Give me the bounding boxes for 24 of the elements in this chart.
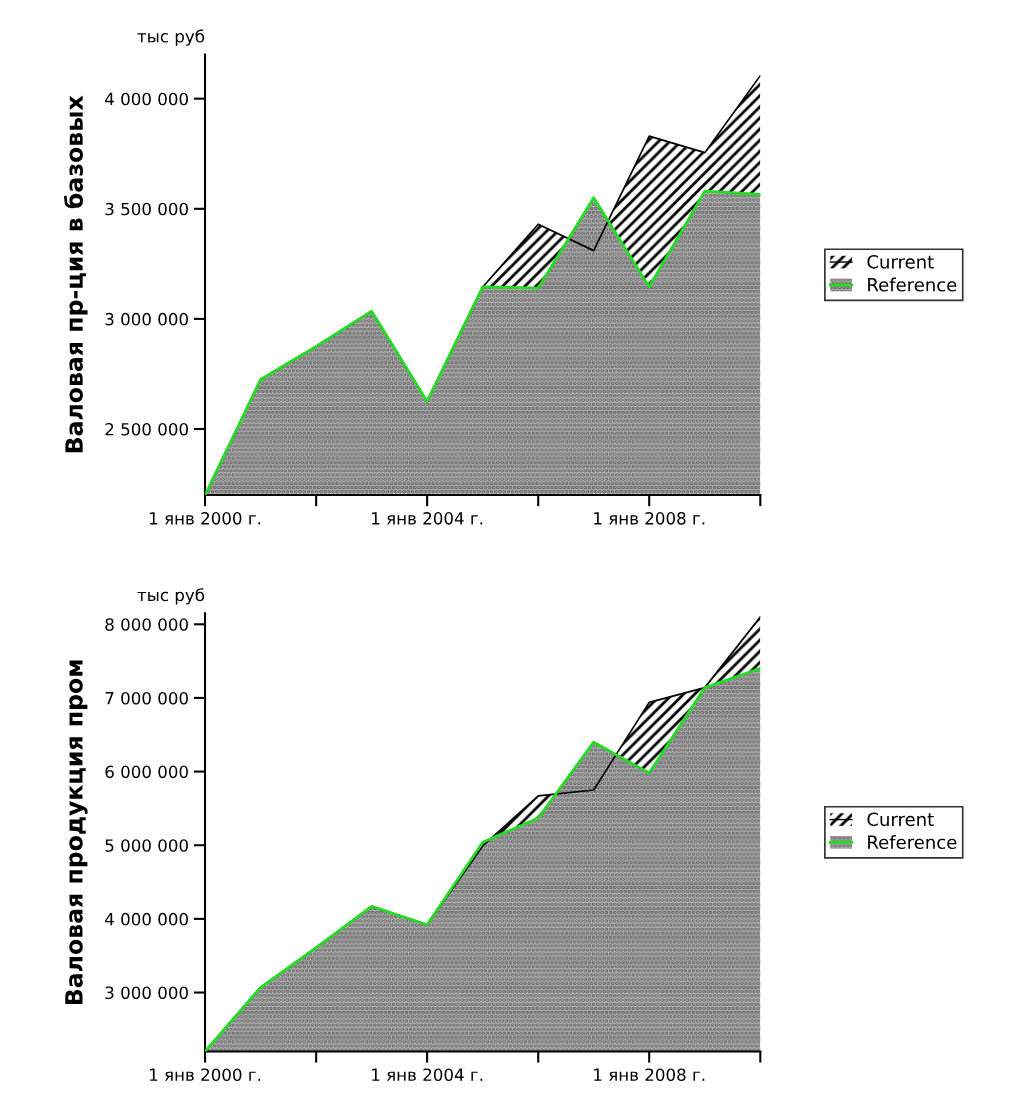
y-tick-label: 6 000 000 xyxy=(105,765,188,779)
x-tick-label: 1 янв 2004 г. xyxy=(372,512,483,525)
y-tick-label: 3 500 000 xyxy=(105,202,188,216)
legend-label: Current xyxy=(867,812,934,827)
x-tick-label: 1 янв 2008 г. xyxy=(594,512,705,525)
y-tick-label: 4 000 000 xyxy=(105,912,188,926)
text: тыс руб xyxy=(137,588,205,605)
text: тыс руб xyxy=(137,29,205,46)
legend-label: Reference xyxy=(868,277,957,292)
y-axis-title: Валовая пр-ция в базовых xyxy=(63,95,88,453)
x-tick-label: 1 янв 2004 г. xyxy=(372,1068,483,1082)
y-axis-title: Валовая продукция пром xyxy=(65,660,88,1005)
y-tick-label: 5 000 000 xyxy=(105,839,188,852)
legend-label: Reference xyxy=(868,835,957,850)
y-tick-label: 3 000 000 xyxy=(105,312,188,326)
y-tick-label: 2 500 000 xyxy=(105,422,188,436)
y-tick-label: 3 000 000 xyxy=(105,986,188,1000)
x-tick-label: 1 янв 2008 г. xyxy=(594,1068,705,1082)
legend-label: Current xyxy=(867,254,934,269)
y-tick-label: 7 000 000 xyxy=(105,691,188,705)
x-tick-label: 1 янв 2000 г. xyxy=(150,1068,261,1082)
y-tick-label: 8 000 000 xyxy=(105,618,188,631)
x-tick-label: 1 янв 2000 г. xyxy=(150,512,261,525)
y-tick-label: 4 000 000 xyxy=(105,92,188,106)
